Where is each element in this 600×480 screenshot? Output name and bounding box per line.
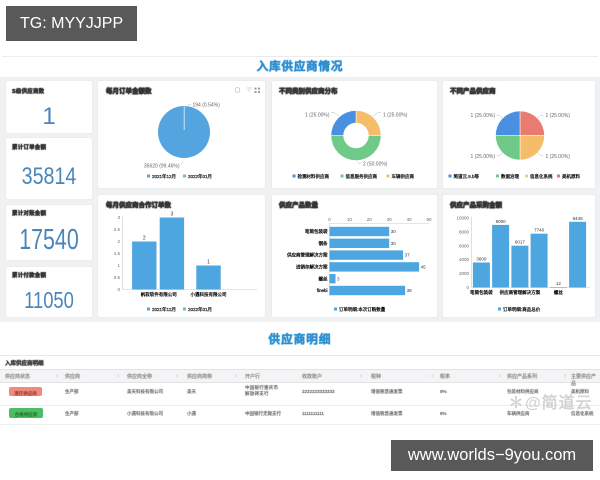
svg-text:1 (25.00%): 1 (25.00%): [471, 113, 496, 119]
svg-text:1: 1: [117, 263, 120, 268]
svg-text:1 (25.00%): 1 (25.00%): [471, 154, 496, 160]
svg-text:美机原料: 美机原料: [562, 173, 580, 180]
svg-text:45: 45: [420, 264, 426, 269]
svg-text:finebi: finebi: [316, 288, 327, 293]
svg-text:简道云.9.b等: 简道云.9.b等: [454, 173, 480, 180]
svg-text:37: 37: [404, 252, 410, 257]
svg-text:38: 38: [406, 288, 412, 293]
svg-text:30: 30: [386, 217, 392, 222]
svg-text:检测材料供应商: 检测材料供应商: [297, 173, 329, 180]
svg-text:2.5: 2.5: [114, 227, 121, 232]
svg-text:0.5: 0.5: [114, 275, 121, 280]
svg-text:2 (50.00%): 2 (50.00%): [363, 162, 388, 168]
svg-text:3: 3: [337, 276, 340, 281]
svg-text:4000: 4000: [459, 257, 470, 262]
svg-text:信息化系统: 信息化系统: [530, 173, 553, 180]
svg-text:20: 20: [366, 217, 372, 222]
svg-text:6000: 6000: [459, 243, 470, 248]
svg-text:9000: 9000: [496, 218, 507, 223]
svg-text:0: 0: [466, 285, 469, 290]
svg-text:订单明细:本次订购数量: 订单明细:本次订购数量: [339, 305, 386, 312]
svg-text:30: 30: [390, 229, 396, 234]
svg-text:10000: 10000: [456, 215, 469, 220]
svg-text:笔筒包装袋: 笔筒包装袋: [305, 228, 328, 235]
svg-text:1 (25.00%): 1 (25.00%): [546, 113, 571, 119]
svg-text:0: 0: [328, 217, 331, 222]
svg-text:194 (0.54%): 194 (0.54%): [193, 103, 221, 109]
svg-text:1 (25.00%): 1 (25.00%): [305, 113, 330, 119]
svg-text:数据治理: 数据治理: [501, 173, 519, 180]
svg-text:2021年12月: 2021年12月: [152, 305, 176, 312]
svg-text:3: 3: [117, 215, 120, 220]
svg-text:进销存解决方案: 进销存解决方案: [296, 263, 328, 270]
svg-text:2000: 2000: [459, 271, 470, 276]
svg-text:螺丝: 螺丝: [318, 275, 327, 282]
svg-text:2022年01月: 2022年01月: [188, 305, 212, 312]
svg-text:7740: 7740: [534, 227, 545, 232]
svg-text:50: 50: [426, 217, 432, 222]
svg-text:1 (25.00%): 1 (25.00%): [546, 154, 571, 160]
svg-text:8000: 8000: [459, 229, 470, 234]
svg-text:3600: 3600: [476, 256, 487, 261]
svg-text:12: 12: [556, 281, 562, 286]
svg-text:笔筒包装袋: 笔筒包装袋: [470, 289, 493, 296]
svg-text:钢条: 钢条: [318, 239, 327, 246]
svg-text:供应商管理解决方案: 供应商管理解决方案: [287, 251, 328, 258]
svg-text:2021年12月: 2021年12月: [152, 173, 176, 180]
svg-text:6017: 6017: [515, 239, 526, 244]
svg-text:1.5: 1.5: [114, 251, 121, 256]
svg-text:0: 0: [117, 287, 120, 292]
svg-text:30: 30: [390, 240, 396, 245]
svg-text:信息服务供应商: 信息服务供应商: [345, 173, 377, 180]
svg-text:3: 3: [171, 211, 174, 217]
svg-text:9445: 9445: [573, 215, 584, 220]
svg-text:帆软软件有限公司: 帆软软件有限公司: [141, 291, 177, 298]
svg-text:螺丝: 螺丝: [554, 289, 563, 296]
svg-text:供应商管理解决方案: 供应商管理解决方案: [500, 289, 541, 296]
svg-text:35620 (99.46%): 35620 (99.46%): [144, 164, 180, 170]
svg-text:小遇科技有限公司: 小遇科技有限公司: [191, 291, 227, 298]
svg-text:2: 2: [143, 235, 146, 241]
svg-text:1: 1: [207, 259, 210, 265]
svg-text:订单明细:商品总价: 订单明细:商品总价: [503, 305, 541, 312]
svg-text:40: 40: [406, 217, 412, 222]
svg-text:车辆供应商: 车辆供应商: [391, 173, 414, 180]
svg-text:1 (25.00%): 1 (25.00%): [383, 113, 408, 119]
svg-text:2: 2: [117, 239, 120, 244]
svg-text:10: 10: [346, 217, 352, 222]
svg-text:2022年01月: 2022年01月: [188, 173, 212, 180]
